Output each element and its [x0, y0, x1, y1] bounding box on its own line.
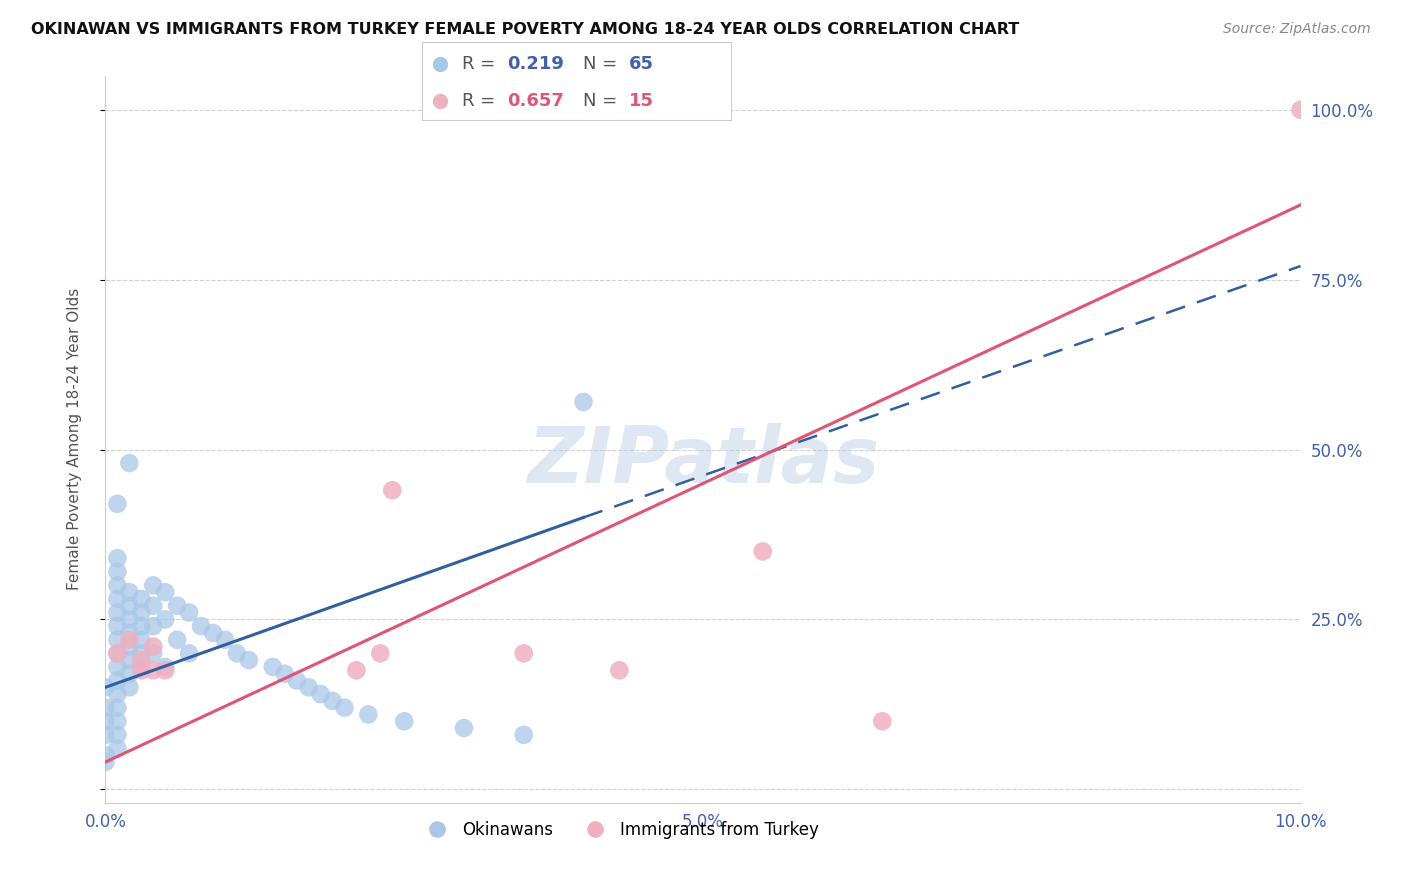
Point — [155, 585, 177, 599]
Text: OKINAWAN VS IMMIGRANTS FROM TURKEY FEMALE POVERTY AMONG 18-24 YEAR OLDS CORRELAT: OKINAWAN VS IMMIGRANTS FROM TURKEY FEMAL… — [31, 22, 1019, 37]
Point — [107, 497, 129, 511]
Point — [118, 626, 141, 640]
Point — [298, 681, 321, 695]
Point — [107, 741, 129, 756]
Point — [368, 646, 391, 660]
Point — [118, 599, 141, 613]
Point — [155, 612, 177, 626]
Point — [333, 700, 356, 714]
Point — [346, 663, 368, 677]
Text: ZIPatlas: ZIPatlas — [527, 423, 879, 500]
Point — [751, 544, 773, 558]
Point — [129, 632, 153, 647]
Point — [572, 395, 595, 409]
Point — [107, 660, 129, 674]
Point — [118, 632, 141, 647]
Legend: Okinawans, Immigrants from Turkey: Okinawans, Immigrants from Turkey — [413, 814, 825, 846]
Point — [225, 646, 249, 660]
Point — [107, 619, 129, 633]
Point — [94, 714, 117, 729]
Point — [285, 673, 308, 688]
Point — [872, 714, 894, 729]
Point — [118, 640, 141, 654]
Point — [394, 714, 416, 729]
Y-axis label: Female Poverty Among 18-24 Year Olds: Female Poverty Among 18-24 Year Olds — [67, 288, 82, 591]
Point — [107, 551, 129, 566]
Point — [107, 591, 129, 606]
Point — [94, 728, 117, 742]
Point — [94, 681, 117, 695]
Point — [142, 646, 165, 660]
Point — [238, 653, 260, 667]
Point — [118, 653, 141, 667]
Point — [118, 666, 141, 681]
Point — [190, 619, 212, 633]
Text: 0.219: 0.219 — [508, 55, 564, 73]
Point — [513, 728, 536, 742]
Point — [107, 728, 129, 742]
Point — [107, 632, 129, 647]
Point — [202, 626, 225, 640]
Point — [142, 640, 165, 654]
Point — [129, 591, 153, 606]
Point — [177, 606, 201, 620]
Point — [107, 700, 129, 714]
Point — [166, 599, 188, 613]
Point — [107, 673, 129, 688]
Point — [107, 646, 129, 660]
Point — [118, 456, 141, 470]
Point — [118, 585, 141, 599]
Point — [1289, 103, 1312, 117]
Point — [94, 700, 117, 714]
Point — [129, 653, 153, 667]
Text: 15: 15 — [628, 92, 654, 110]
Point — [142, 578, 165, 592]
Point — [214, 632, 236, 647]
Point — [262, 660, 284, 674]
Point — [155, 663, 177, 677]
Text: Source: ZipAtlas.com: Source: ZipAtlas.com — [1223, 22, 1371, 37]
Point — [357, 707, 380, 722]
Point — [177, 646, 201, 660]
Point — [309, 687, 332, 701]
Point — [142, 663, 165, 677]
Point — [453, 721, 475, 735]
Point — [166, 632, 188, 647]
Text: R =: R = — [463, 92, 501, 110]
Point — [107, 714, 129, 729]
Point — [129, 663, 153, 677]
Point — [94, 755, 117, 769]
Text: 65: 65 — [628, 55, 654, 73]
Text: N =: N = — [582, 92, 623, 110]
Point — [607, 663, 630, 677]
Point — [129, 646, 153, 660]
Point — [107, 606, 129, 620]
Point — [107, 687, 129, 701]
Point — [118, 681, 141, 695]
Point — [381, 483, 404, 498]
Point — [107, 565, 129, 579]
Text: R =: R = — [463, 55, 501, 73]
Point — [513, 646, 536, 660]
Point — [107, 578, 129, 592]
Point — [321, 694, 344, 708]
Text: N =: N = — [582, 55, 623, 73]
Point — [118, 612, 141, 626]
Point — [129, 619, 153, 633]
Point — [94, 748, 117, 763]
Point — [273, 666, 295, 681]
Point — [129, 606, 153, 620]
Point — [129, 660, 153, 674]
Point — [107, 646, 129, 660]
Point — [142, 619, 165, 633]
Point — [155, 660, 177, 674]
Text: 0.657: 0.657 — [508, 92, 564, 110]
Point — [142, 599, 165, 613]
